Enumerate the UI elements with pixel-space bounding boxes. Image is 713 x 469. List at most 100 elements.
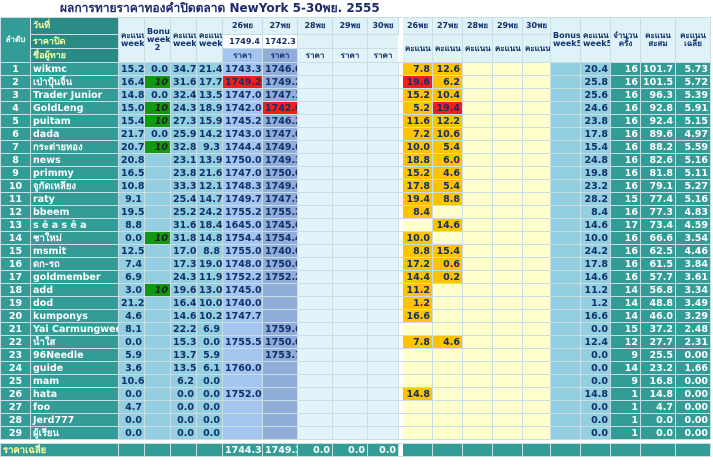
table-row: 15msmit12.517.08.81755.01740.08.815.424.… (0, 244, 711, 258)
footer-cell (675, 443, 711, 457)
price-guess (262, 309, 298, 323)
price-guess: 1743.3 (222, 62, 263, 76)
day-score: 14.6 (432, 218, 463, 232)
bonus-week2 (144, 400, 171, 414)
day-score (402, 413, 433, 427)
table-header: ลำดับ วันที่ คะแนน week1 Bonus week 2 คะ… (0, 17, 711, 63)
spacer (0, 439, 711, 444)
guess-count: 16 (610, 114, 641, 128)
day-score (402, 374, 433, 388)
total-score: 61.5 (640, 257, 676, 271)
total-score: 81.8 (640, 166, 676, 180)
week5-score: 14.8 (580, 387, 611, 401)
footer-cell (550, 443, 581, 457)
week3-score: 13.5 (196, 88, 223, 102)
bonus-week2: 10 (144, 101, 171, 115)
week1-score: 3.0 (118, 283, 145, 297)
day-score (402, 348, 433, 362)
average-score: 2.48 (675, 322, 711, 336)
rank: 5 (0, 114, 31, 128)
average-score: 0.00 (675, 374, 711, 388)
day-score (432, 309, 463, 323)
day-score (462, 127, 493, 141)
week1-score: 0.0 (118, 413, 145, 427)
day-score (522, 166, 551, 180)
price-guess (367, 205, 399, 219)
bonus-week2: 10 (144, 114, 171, 128)
bonus-week5 (550, 192, 581, 206)
guess-count: 14 (610, 283, 641, 297)
guess-count: 15 (610, 192, 641, 206)
day-score (492, 75, 523, 89)
price-guess (297, 179, 333, 193)
week2-score: 33.3 (170, 179, 197, 193)
player-name: kumponys (30, 309, 119, 323)
price-guess: 1745.0 (262, 218, 298, 232)
bonus-week2 (144, 335, 171, 349)
price-guess (332, 400, 368, 414)
price-guess (367, 400, 399, 414)
price-guess (332, 192, 368, 206)
day-score (522, 62, 551, 76)
day-score (522, 400, 551, 414)
day-score (492, 283, 523, 297)
price-guess (332, 153, 368, 167)
rank: 2 (0, 75, 31, 89)
average-score: 5.16 (675, 153, 711, 167)
week1-score: 0.0 (118, 387, 145, 401)
day-score (492, 361, 523, 375)
average-score: 0.00 (675, 400, 711, 414)
day-score (492, 166, 523, 180)
average-score: 5.59 (675, 140, 711, 154)
player-name: foo (30, 400, 119, 414)
guess-count: 16 (610, 166, 641, 180)
day-score (492, 231, 523, 245)
week1-score: 4.7 (118, 400, 145, 414)
footer-cell (462, 443, 493, 457)
price-guess (297, 413, 333, 427)
day-score (522, 374, 551, 388)
day-score: 5.4 (432, 140, 463, 154)
day-score (432, 231, 463, 245)
week2-score: 24.3 (170, 270, 197, 284)
week3-score: 21.6 (196, 166, 223, 180)
day-score (402, 400, 433, 414)
week2-score: 6.2 (170, 374, 197, 388)
rank: 19 (0, 296, 31, 310)
rank: 28 (0, 413, 31, 427)
player-name: dada (30, 127, 119, 141)
average-score: 0.00 (675, 426, 711, 440)
bonus-week5 (550, 166, 581, 180)
rank: 22 (0, 335, 31, 349)
average-price: 1744.3 (222, 443, 263, 457)
average-score: 5.91 (675, 101, 711, 115)
day-score (462, 283, 493, 297)
price-guess (297, 205, 333, 219)
price-guess (297, 348, 333, 362)
day-score (522, 179, 551, 193)
day-score (462, 88, 493, 102)
week3-score: 0.0 (196, 374, 223, 388)
rank: 27 (0, 400, 31, 414)
day-score (522, 218, 551, 232)
total-score: 4.7 (640, 400, 676, 414)
day-score: 11.6 (402, 114, 433, 128)
bonus-week5 (550, 101, 581, 115)
week3-score: 14.2 (196, 127, 223, 141)
week3-score: 24.2 (196, 205, 223, 219)
col-header: Bonus week 2 (144, 17, 171, 63)
price-guess: 1755.5 (222, 335, 263, 349)
price-guess: 1749.2 (222, 75, 263, 89)
price-guess (222, 374, 263, 388)
score-label: คะแนน (492, 34, 523, 63)
price-guess: 1760.0 (222, 361, 263, 375)
day-score: 7.8 (402, 335, 433, 349)
bonus-week2: 10 (144, 140, 171, 154)
week5-score: 0.0 (580, 348, 611, 362)
week5-score: 0.0 (580, 413, 611, 427)
day-score (492, 153, 523, 167)
day-score (522, 88, 551, 102)
